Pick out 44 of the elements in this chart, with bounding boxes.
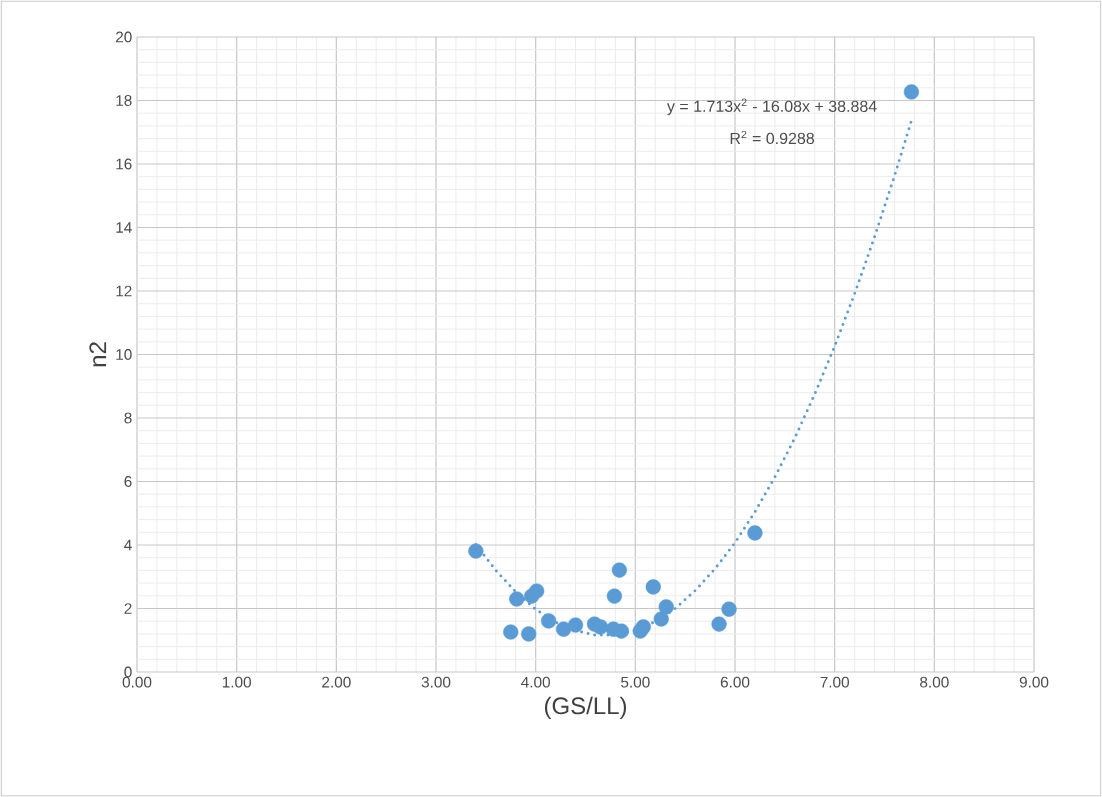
- y-tick-label: 16: [116, 158, 132, 170]
- x-tick-label: 1.00: [222, 676, 251, 688]
- y-tick-label: 20: [116, 31, 132, 43]
- annotation: R$^{2}$ = 0.9288: [730, 130, 815, 145]
- point: [555, 621, 572, 637]
- y-tick-label: 12: [116, 285, 132, 297]
- point: [747, 525, 763, 541]
- x-tick-label: 6.00: [720, 676, 750, 688]
- point: [468, 543, 484, 559]
- point: [611, 562, 627, 578]
- point: [645, 579, 661, 595]
- x-tick-label: 5.00: [621, 676, 650, 688]
- point: [721, 601, 737, 617]
- point: [658, 599, 674, 615]
- point: [635, 619, 651, 635]
- point: [592, 619, 609, 635]
- point: [653, 611, 669, 627]
- y-tick-label: 6: [124, 476, 132, 487]
- annotation: y = 1.713x$^{2}$ - 16.08x + 38.884: [666, 98, 877, 116]
- x-tick-label: 0.00: [122, 676, 152, 688]
- point: [903, 84, 920, 100]
- point: [711, 616, 727, 632]
- point: [503, 624, 519, 640]
- point: [567, 617, 584, 633]
- y-tick-label: 4: [124, 539, 132, 551]
- x-tick-label: 7.00: [820, 676, 849, 688]
- point: [521, 626, 537, 642]
- y-axis-title: n2: [89, 342, 107, 367]
- y-tick-label: 0: [124, 666, 132, 678]
- point: [606, 588, 623, 604]
- point: [529, 583, 545, 599]
- y-tick-label: 18: [116, 95, 132, 106]
- y-tick-label: 14: [116, 222, 132, 233]
- point: [541, 613, 557, 629]
- x-axis-title: (GS/LL): [544, 696, 627, 720]
- y-tick-label: 2: [124, 603, 132, 614]
- y-tick-label: 10: [116, 349, 132, 360]
- x-tick-label: 8.00: [920, 676, 949, 688]
- x-tick-label: 3.00: [421, 676, 451, 688]
- x-tick-label: 9.00: [1019, 676, 1049, 688]
- x-tick-label: 4.00: [521, 676, 550, 688]
- x-tick-label: 2.00: [322, 676, 351, 688]
- y-tick-label: 8: [124, 412, 132, 424]
- point: [509, 591, 525, 607]
